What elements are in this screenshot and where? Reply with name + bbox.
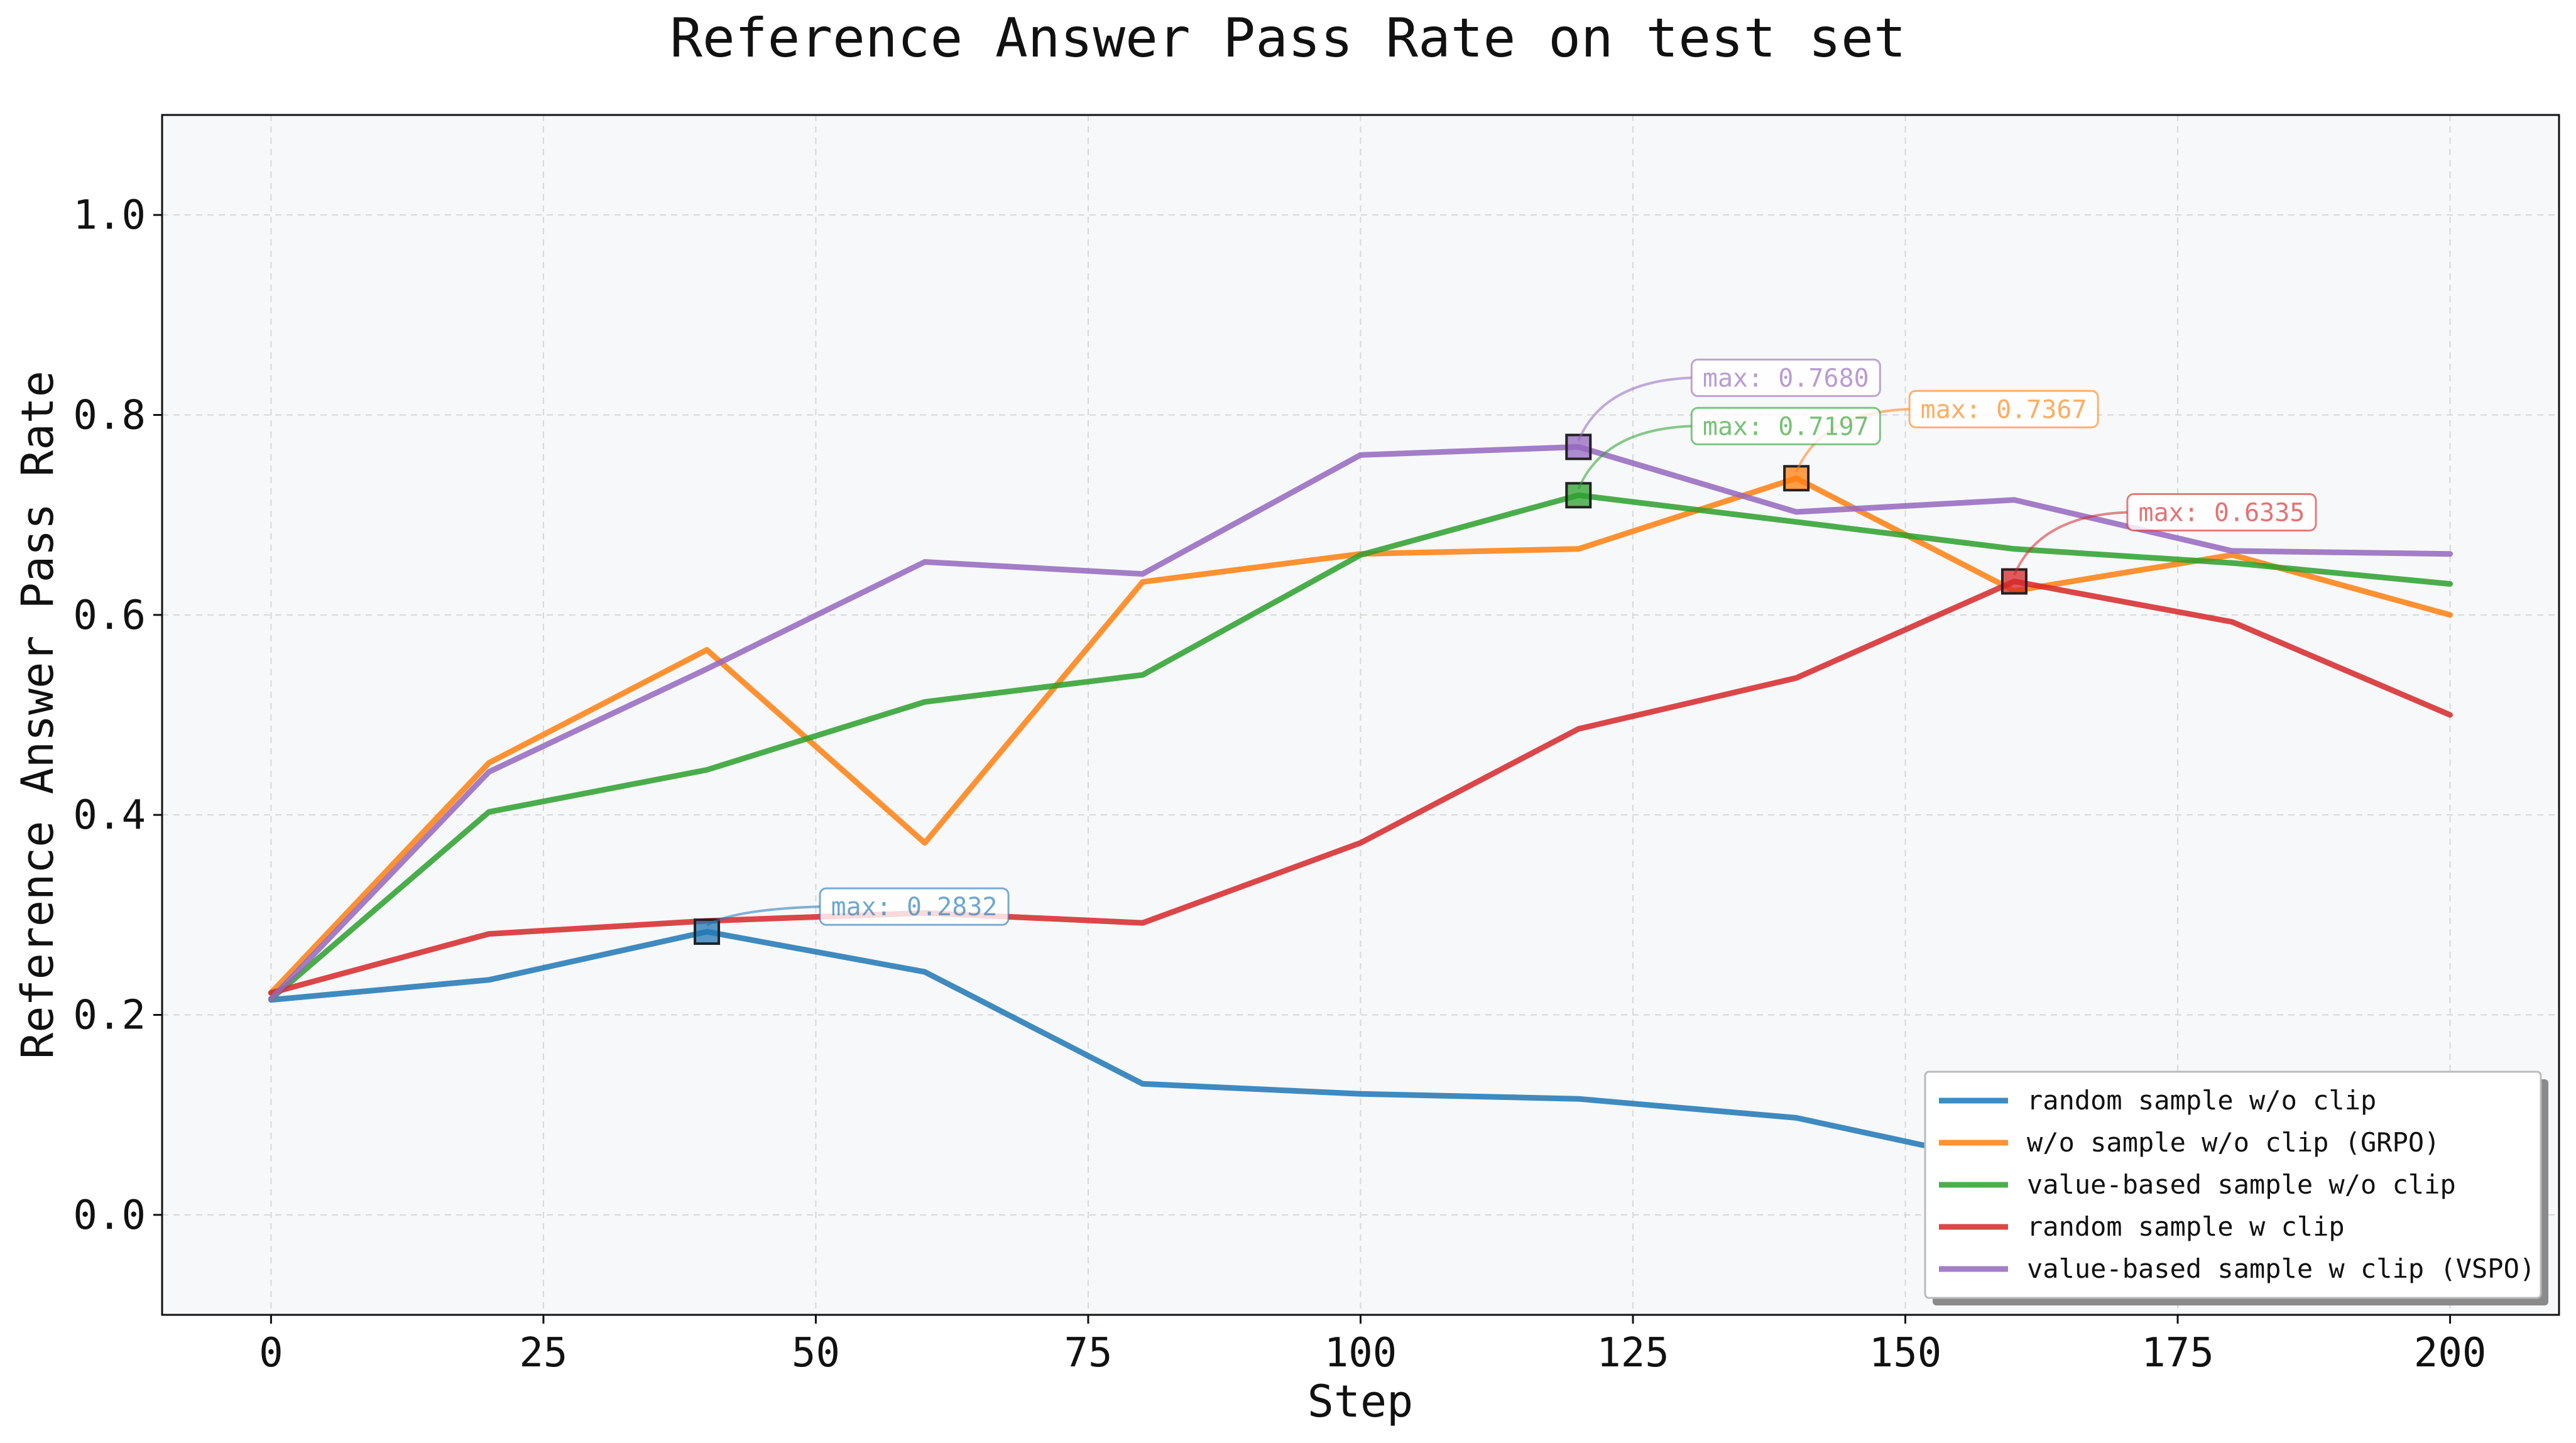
annotation-box-4	[1690, 358, 1881, 397]
x-tick-label: 25	[519, 1330, 567, 1376]
max-label-2: max: 0.7197	[1703, 412, 1869, 441]
y-tick-label: 0.8	[73, 393, 146, 439]
max-label-4: max: 0.7680	[1703, 364, 1869, 393]
x-tick-label: 125	[1596, 1330, 1669, 1376]
series-line-2	[268, 492, 2453, 1002]
legend-label-1: w/o sample w/o clip (GRPO)	[2027, 1127, 2440, 1158]
x-axis-ticks: 0 25 50 75 100 125 150 175 200	[259, 1315, 2486, 1376]
chart-title: Reference Answer Pass Rate on test set	[670, 7, 1906, 70]
annotation-connector-2	[1577, 425, 1692, 490]
y-tick-label: 1.0	[73, 192, 146, 239]
legend-label-0: random sample w/o clip	[2027, 1085, 2376, 1116]
max-marker-4	[1565, 433, 1592, 460]
legend-label-3: random sample w clip	[2027, 1211, 2345, 1242]
y-tick-label: 0.0	[73, 1192, 146, 1239]
y-axis-ticks: 0.0 0.2 0.4 0.6 0.8 1.0	[73, 192, 162, 1239]
annotation-connector-4	[1577, 376, 1692, 442]
x-tick-label: 75	[1064, 1330, 1112, 1376]
annotation-box-0	[819, 887, 1010, 926]
annotation-connector-0	[706, 905, 821, 927]
max-annotations: max: 0.2832 max: 0.7367 max: 0.7197 max: 0.…	[694, 358, 2317, 945]
y-axis-label: Reference Answer Pass Rate	[12, 371, 63, 1059]
annotation-box-3	[2126, 493, 2317, 532]
x-tick-label: 200	[2414, 1330, 2487, 1376]
y-tick-label: 0.4	[73, 792, 146, 839]
max-marker-0	[694, 918, 721, 945]
x-axis-label: Step	[1307, 1376, 1414, 1427]
legend-label-4: value-based sample w clip (VSPO)	[2027, 1253, 2535, 1284]
series-line-3	[268, 579, 2453, 996]
annotation-box-1	[1908, 389, 2099, 428]
annotation-connector-3	[2013, 511, 2128, 576]
max-label-3: max: 0.6335	[2139, 499, 2305, 528]
x-tick-label: 50	[792, 1330, 840, 1376]
annotation-box-2	[1690, 406, 1881, 445]
legend-box	[1924, 1070, 2542, 1299]
x-tick-label: 0	[259, 1330, 283, 1376]
x-tick-label: 175	[2141, 1330, 2214, 1376]
y-tick-label: 0.2	[73, 993, 146, 1039]
max-label-0: max: 0.2832	[831, 893, 998, 922]
plot-frame	[161, 114, 2560, 1316]
max-label-1: max: 0.7367	[1921, 395, 2087, 424]
legend-label-2: value-based sample w/o clip	[2027, 1169, 2456, 1200]
legend: random sample w/o clip w/o sample w/o cli…	[1924, 1070, 2548, 1305]
y-tick-label: 0.6	[73, 592, 146, 639]
x-tick-label: 100	[1324, 1330, 1397, 1376]
x-tick-label: 150	[1869, 1330, 1942, 1376]
